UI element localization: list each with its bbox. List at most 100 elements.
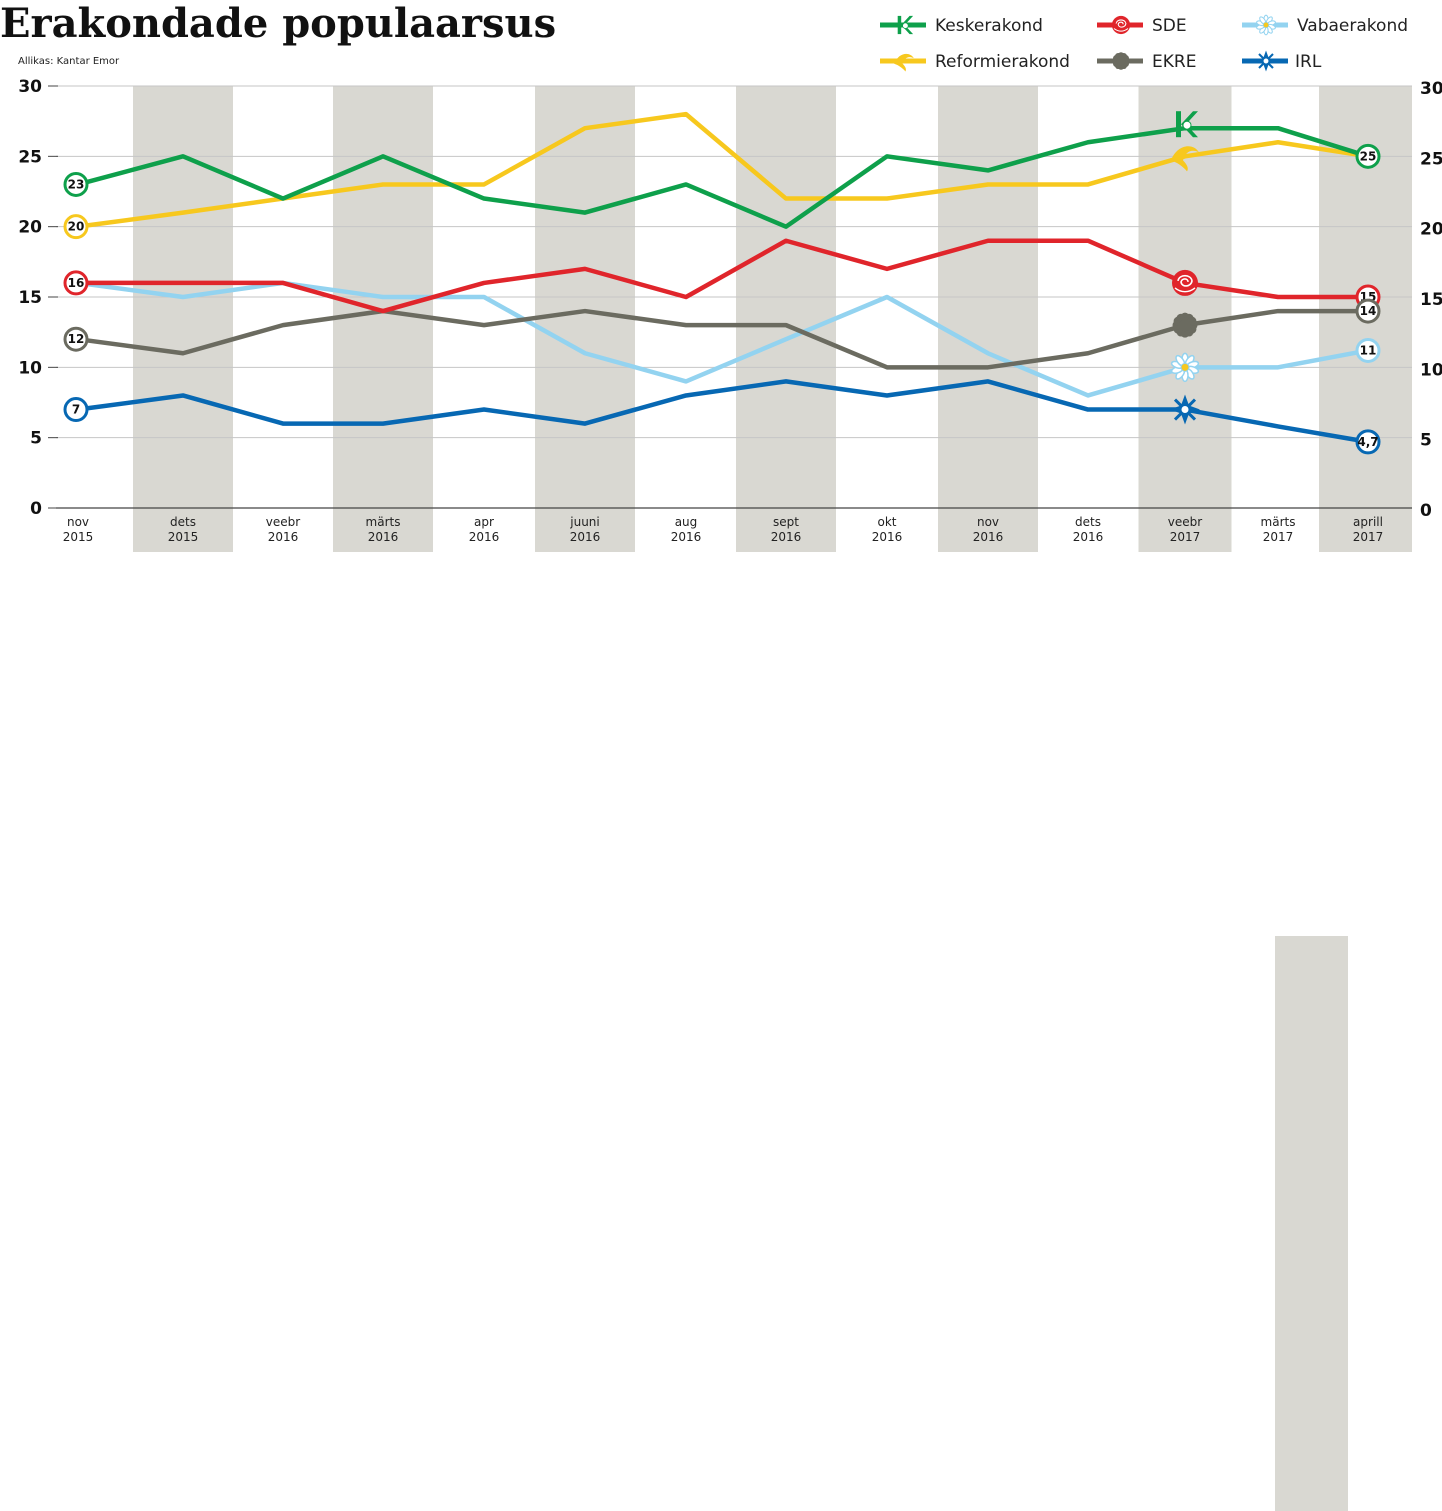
legend-item-sde: SDE: [1097, 15, 1187, 36]
start-label-keskerakond: 23: [63, 171, 89, 197]
legend-item-vabaerakond: Vabaerakond: [1242, 14, 1408, 36]
start-label-sde-text: 16: [68, 276, 85, 290]
x-tick-label-year: 2016: [368, 530, 399, 544]
end-label-vabaerakond: 11: [1355, 337, 1381, 363]
y-tick-label-right: 25: [1420, 149, 1442, 169]
x-tick-label-month: märts: [366, 515, 401, 529]
x-tick-label-year: 2016: [671, 530, 702, 544]
x-tick-label-year: 2016: [771, 530, 802, 544]
x-tick-label-year: 2017: [1353, 530, 1384, 544]
end-label-ekre: 14: [1355, 298, 1381, 324]
legend-item-keskerakond: Keskerakond: [880, 15, 1043, 36]
legend-label: Vabaerakond: [1297, 16, 1408, 36]
x-tick-label-year: 2016: [872, 530, 903, 544]
end-label-keskerakond-text: 25: [1360, 149, 1377, 163]
y-tick-label-right: 20: [1420, 220, 1442, 240]
x-tick-label-month: veebr: [266, 515, 300, 529]
x-tick-label-month: dets: [1075, 515, 1101, 529]
x-tick-label-month: veebr: [1168, 515, 1202, 529]
source-note: Allikas: Kantar Emor: [18, 56, 120, 67]
y-tick-label-right: 10: [1420, 360, 1442, 380]
series-line-ekre: [75, 308, 1371, 370]
x-tick-label-month: aug: [675, 515, 698, 529]
edelweiss-icon: [1170, 352, 1200, 383]
legend-label: Keskerakond: [935, 16, 1043, 36]
rose-icon: [1172, 269, 1198, 296]
band-juuni-2016: [535, 86, 635, 552]
x-tick-label-year: 2017: [1263, 530, 1294, 544]
x-tick-label-month: nov: [67, 515, 89, 529]
start-label-ekre-text: 12: [68, 332, 85, 346]
y-tick-label-left: 30: [18, 77, 42, 97]
y-tick-label-left: 10: [18, 358, 42, 378]
x-tick-label-month: apr: [474, 515, 494, 529]
y-tick-label-left: 5: [30, 429, 42, 449]
series-line-irl: [75, 379, 1371, 445]
start-label-reformierakond: 20: [63, 214, 89, 240]
start-label-keskerakond-text: 23: [68, 177, 85, 191]
y-axis-left: 0 5 10 15 20 25 30: [18, 77, 58, 519]
series-line-sde: [75, 238, 1371, 314]
k-logo-icon: [897, 15, 914, 35]
end-label-irl: 4,7: [1355, 429, 1381, 455]
band-sept-2016: [736, 86, 836, 552]
x-tick-label-year: 2016: [268, 530, 299, 544]
band-märts-2016: [333, 86, 433, 552]
squirrel-icon: [1171, 146, 1199, 172]
x-tick-label-year: 2016: [469, 530, 500, 544]
start-label-irl: 7: [63, 397, 89, 423]
legend-item-reformierakond: Reformierakond: [880, 52, 1070, 72]
k-logo-icon: [1176, 111, 1198, 138]
series-lines: [75, 111, 1371, 445]
series-line-reformierakond: [75, 111, 1371, 229]
start-label-reformierakond-text: 20: [68, 220, 85, 234]
end-label-vabaerakond-text: 11: [1360, 343, 1377, 357]
series-line-keskerakond: [75, 125, 1371, 229]
legend-label: EKRE: [1152, 52, 1196, 72]
x-axis: nov2015dets2015veebr2016märts2016apr2016…: [63, 515, 1384, 544]
end-label-irl-text: 4,7: [1357, 435, 1378, 449]
start-label-ekre: 12: [63, 326, 89, 352]
x-tick-label-month: okt: [878, 515, 897, 529]
legend-item-ekre: EKRE: [1097, 52, 1196, 72]
y-tick-label-right: 0: [1420, 501, 1432, 521]
y-tick-label-left: 25: [18, 147, 42, 167]
x-tick-label-year: 2015: [63, 530, 94, 544]
cornflower-icon: [1172, 312, 1198, 338]
y-tick-label-right: 15: [1420, 290, 1442, 310]
end-label-ekre-text: 14: [1360, 304, 1377, 318]
x-tick-label-month: juuni: [569, 515, 599, 529]
star-cross-icon: [1255, 50, 1277, 72]
x-tick-label-month: nov: [977, 515, 999, 529]
x-tick-label-month: märts: [1261, 515, 1296, 529]
legend: Keskerakond SDE Vabaerakond Reformierakond E…: [880, 14, 1408, 72]
series-line-vabaerakond: [75, 280, 1371, 398]
start-label-irl-text: 7: [72, 403, 80, 417]
star-cross-icon: [1170, 394, 1200, 425]
y-tick-label-left: 0: [30, 499, 42, 519]
background-band-fragment: [1275, 936, 1348, 1511]
x-tick-label-month: aprill: [1353, 515, 1383, 529]
end-label-keskerakond: 25: [1355, 143, 1381, 169]
rose-icon: [1111, 15, 1131, 35]
party-icons: [1170, 111, 1200, 425]
x-tick-label-month: sept: [773, 515, 799, 529]
y-tick-label-left: 15: [18, 288, 42, 308]
x-tick-label-year: 2017: [1170, 530, 1201, 544]
cornflower-icon: [1112, 52, 1130, 70]
legend-item-irl: IRL: [1242, 50, 1322, 72]
y-tick-label-right: 30: [1420, 79, 1442, 99]
legend-label: IRL: [1295, 52, 1322, 72]
legend-label: SDE: [1152, 16, 1187, 36]
y-tick-label-left: 20: [18, 218, 42, 238]
x-tick-label-year: 2016: [1073, 530, 1104, 544]
x-tick-label-year: 2016: [570, 530, 601, 544]
y-tick-label-right: 5: [1420, 431, 1432, 451]
squirrel-icon: [894, 53, 914, 72]
y-axis-right: 0 5 10 15 20 25 30: [1420, 79, 1442, 521]
legend-label: Reformierakond: [935, 52, 1070, 72]
x-tick-label-year: 2015: [168, 530, 199, 544]
x-tick-label-month: dets: [170, 515, 196, 529]
